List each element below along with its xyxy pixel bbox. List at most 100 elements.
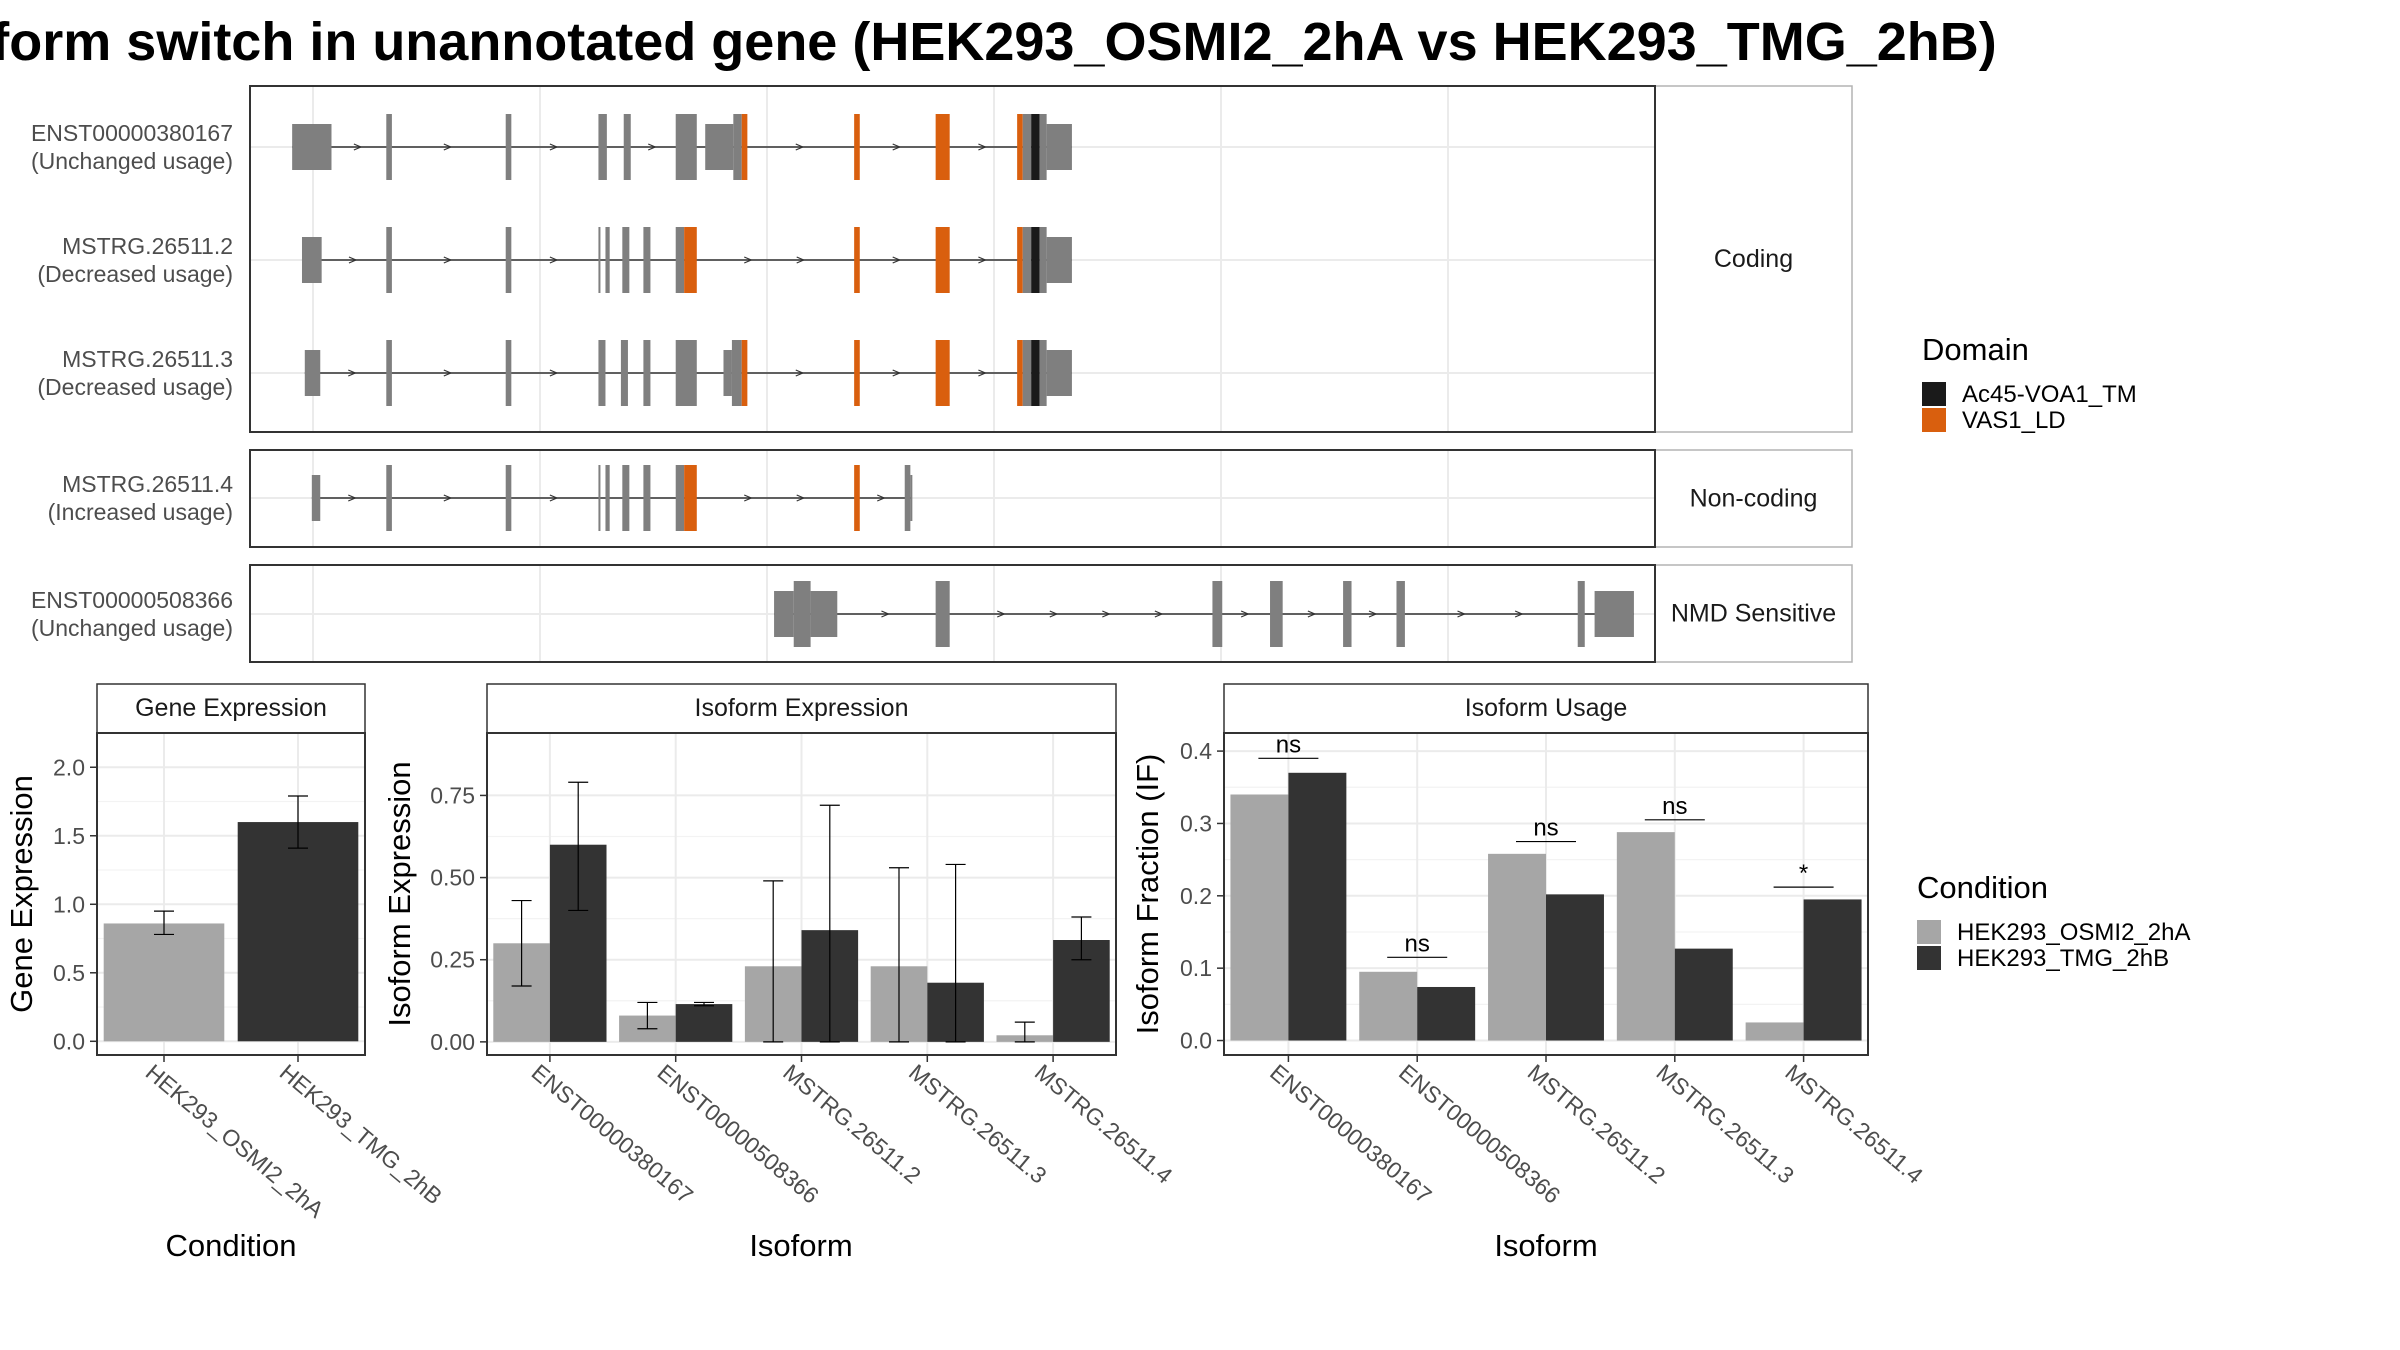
bar <box>1546 894 1604 1041</box>
vas1-ld-domain <box>854 114 860 180</box>
coding-exon <box>675 465 685 531</box>
coding-exon <box>598 465 601 531</box>
legend-key <box>1922 382 1946 406</box>
panel-border <box>249 85 1656 433</box>
legend-label: HEK293_TMG_2hB <box>1957 945 2169 972</box>
y-tick-label: 0.1 <box>1180 955 1212 981</box>
intron-arrow <box>549 143 559 151</box>
y-tick-label: 2.0 <box>53 754 85 780</box>
vas1-ld-domain <box>684 227 697 293</box>
coding-exon <box>935 581 950 647</box>
isoform-usage: (Decreased usage) <box>37 374 233 400</box>
coding-exon <box>1270 581 1283 647</box>
panel-border <box>249 449 1656 548</box>
utr-exon <box>810 591 838 637</box>
legend-label: Ac45-VOA1_TM <box>1962 381 2137 408</box>
chart-strip-label: Isoform Usage <box>1465 694 1628 722</box>
legend-title: Domain <box>1922 332 2029 367</box>
utr-exon <box>304 350 321 396</box>
panel-strip-label: Coding <box>1714 245 1793 273</box>
vas1-ld-domain <box>1017 114 1023 180</box>
intron-arrow <box>978 369 987 377</box>
coding-exon <box>386 227 392 293</box>
coding-exon <box>1396 581 1405 647</box>
y-tick-label: 0.0 <box>53 1028 85 1054</box>
y-axis-title: Isoform Expression <box>382 761 417 1026</box>
x-axis-title: Condition <box>166 1228 297 1263</box>
isoform-usage: (Increased usage) <box>48 499 233 525</box>
y-axis-title: Gene Expression <box>4 775 39 1013</box>
y-tick-label: 0.25 <box>430 947 475 973</box>
bar <box>237 822 359 1042</box>
coding-exon <box>793 581 811 647</box>
x-axis-title: Isoform <box>1494 1228 1597 1263</box>
coding-exon <box>622 465 630 531</box>
legend-key <box>1917 920 1941 944</box>
intron-arrow <box>443 494 453 502</box>
chart-strip <box>486 683 1117 734</box>
coding-exon <box>386 340 392 406</box>
x-axis-title: Isoform <box>749 1228 852 1263</box>
isoform-id: ENST00000508366 <box>31 587 233 613</box>
y-tick-label: 1.0 <box>53 891 85 917</box>
panel-strip <box>1654 85 1853 433</box>
significance-label: ns <box>1533 815 1558 842</box>
y-axis-title: Isoform Fraction (IF) <box>1130 754 1165 1035</box>
y-tick-label: 0.50 <box>430 865 475 891</box>
vas1-ld-domain <box>935 227 950 293</box>
intron-arrow <box>978 256 987 264</box>
vas1-ld-domain <box>854 465 860 531</box>
bar-chart-2: Isoform Usagensnsnsns*0.00.10.20.30.4ENS… <box>1130 683 1928 1263</box>
coding-exon <box>733 114 742 180</box>
intron-arrow <box>1154 610 1164 618</box>
intron-arrow <box>348 369 357 377</box>
utr-exon <box>723 350 732 396</box>
bar <box>1616 832 1675 1041</box>
coding-exon <box>605 465 610 531</box>
isoform-row: MSTRG.26511.3(Decreased usage) <box>37 340 1072 406</box>
coding-exon <box>1343 581 1352 647</box>
isoform-usage: (Unchanged usage) <box>31 615 233 641</box>
coding-exon <box>643 340 651 406</box>
bar <box>1230 794 1289 1041</box>
intron-arrow <box>348 494 357 502</box>
isoform-usage: (Decreased usage) <box>37 261 233 287</box>
coding-exon <box>1022 114 1032 180</box>
coding-exon <box>904 465 911 531</box>
coding-exon <box>1212 581 1223 647</box>
intron-arrow <box>892 369 902 377</box>
coding-exon <box>1022 340 1032 406</box>
bar <box>1288 772 1347 1041</box>
utr-exon <box>774 591 794 637</box>
coding-exon <box>731 340 742 406</box>
vas1-ld-domain <box>684 465 697 531</box>
vas1-ld-domain <box>1017 227 1023 293</box>
y-tick-label: 0.00 <box>430 1029 475 1055</box>
intron-arrow <box>443 143 453 151</box>
intron-arrow <box>1307 610 1317 618</box>
y-tick-label: 0.2 <box>1180 883 1212 909</box>
significance-label: ns <box>1405 930 1430 957</box>
bar-chart-1: Isoform Expression0.000.250.500.75ENST00… <box>382 683 1178 1263</box>
y-tick-label: 1.5 <box>53 823 85 849</box>
intron-arrow <box>1514 610 1524 618</box>
legend-label: VAS1_LD <box>1962 407 2066 434</box>
legend-title: Condition <box>1917 870 2048 905</box>
intron-arrow <box>877 494 886 502</box>
bar <box>1745 1022 1804 1041</box>
intron-arrow <box>549 256 559 264</box>
isoform-row: MSTRG.26511.4(Increased usage) <box>48 465 913 531</box>
intron-arrow <box>549 369 559 377</box>
vas1-ld-domain <box>1017 340 1023 406</box>
vas1-ld-domain <box>854 340 860 406</box>
x-tick-label: MSTRG.26511.2 <box>1523 1059 1671 1189</box>
intron-arrow <box>549 494 559 502</box>
intron-arrow <box>647 143 657 151</box>
utr-exon <box>1046 350 1072 396</box>
vas1-ld-domain <box>741 340 748 406</box>
ac45-tm-domain <box>1031 114 1040 180</box>
coding-exon <box>1039 227 1047 293</box>
legend-label: HEK293_OSMI2_2hA <box>1957 919 2190 946</box>
